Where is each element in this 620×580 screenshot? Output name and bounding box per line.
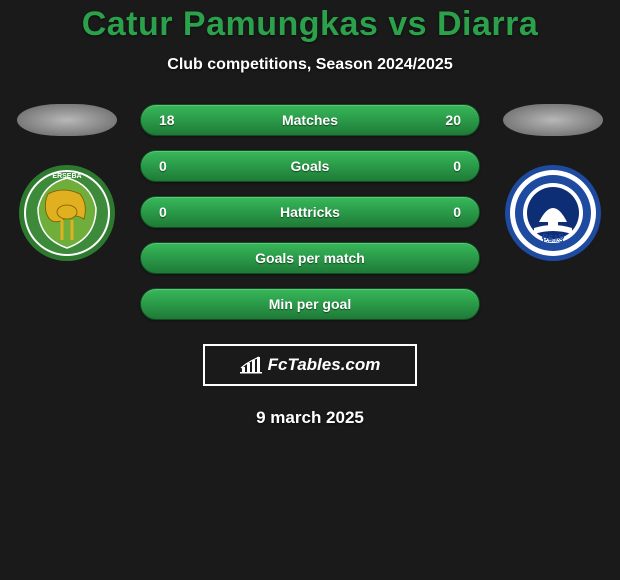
stat-value-right: 0 [437, 204, 461, 220]
psis-badge-icon: P.S.I.S P.S.I.S [504, 164, 602, 262]
team-badge-left: ERSEBA [18, 164, 116, 262]
infographic-root: Catur Pamungkas vs Diarra Club competiti… [0, 0, 620, 428]
right-side: P.S.I.S P.S.I.S [498, 104, 608, 262]
stat-label: Hattricks [183, 204, 437, 220]
date-label: 9 march 2025 [0, 408, 620, 428]
page-title: Catur Pamungkas vs Diarra [0, 5, 620, 44]
bar-chart-icon [240, 356, 262, 374]
stat-label: Matches [183, 112, 437, 128]
stat-row-matches: 18 Matches 20 [140, 104, 480, 136]
stat-value-left: 0 [159, 204, 183, 220]
stat-row-gpm: Goals per match [140, 242, 480, 274]
comparison-row: ERSEBA 18 Matches 20 0 Goals 0 0 Hattric… [0, 104, 620, 320]
stat-label: Goals [183, 158, 437, 174]
stat-row-goals: 0 Goals 0 [140, 150, 480, 182]
page-subtitle: Club competitions, Season 2024/2025 [0, 56, 620, 74]
player-silhouette-right [503, 104, 603, 136]
stat-row-hattricks: 0 Hattricks 0 [140, 196, 480, 228]
stats-column: 18 Matches 20 0 Goals 0 0 Hattricks 0 Go… [140, 104, 480, 320]
team-badge-right: P.S.I.S P.S.I.S [504, 164, 602, 262]
stat-label: Goals per match [159, 250, 461, 266]
watermark-box: FcTables.com [203, 344, 417, 386]
svg-text:P.S.I.S: P.S.I.S [543, 237, 564, 244]
stat-value-right: 20 [437, 112, 461, 128]
stat-value-left: 0 [159, 158, 183, 174]
stat-value-right: 0 [437, 158, 461, 174]
left-side: ERSEBA [12, 104, 122, 262]
stat-label: Min per goal [159, 296, 461, 312]
stat-value-left: 18 [159, 112, 183, 128]
stat-row-mpg: Min per goal [140, 288, 480, 320]
svg-text:ERSEBA: ERSEBA [52, 173, 81, 180]
player-silhouette-left [17, 104, 117, 136]
persebaya-badge-icon: ERSEBA [18, 164, 116, 262]
watermark-text: FcTables.com [268, 355, 381, 375]
